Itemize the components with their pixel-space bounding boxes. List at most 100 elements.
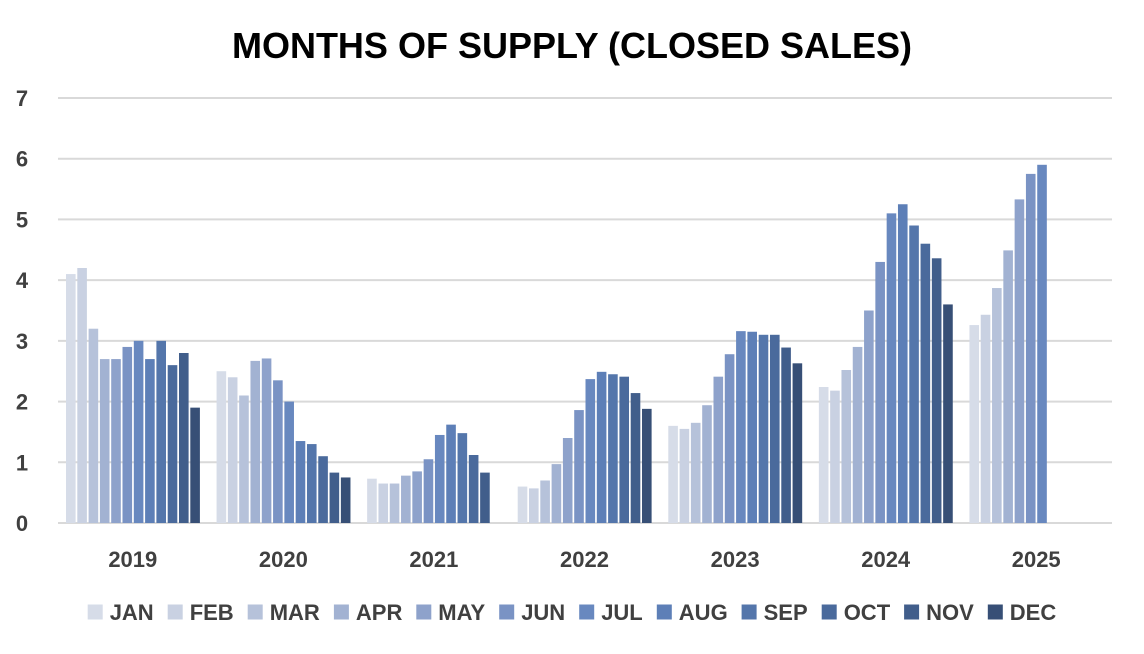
- legend-swatch: [247, 604, 263, 620]
- bar-2024-jan: [818, 387, 829, 523]
- bar-2022-aug: [596, 371, 607, 523]
- bar-2021-oct: [468, 455, 479, 523]
- bar-2023-aug: [747, 331, 757, 523]
- bar-2019-jan: [66, 274, 76, 523]
- bar-2019-aug: [145, 359, 155, 523]
- bar-2020-jul: [284, 401, 294, 523]
- legend-label: APR: [356, 600, 403, 625]
- bar-2022-dec: [642, 408, 652, 523]
- x-tick-label-2020: 2020: [259, 547, 308, 572]
- bar-2020-dec: [340, 477, 351, 523]
- bar-2023-nov: [781, 347, 791, 523]
- legend-swatch: [987, 604, 1003, 620]
- bar-2024-aug: [897, 204, 908, 523]
- legend-swatch: [167, 604, 183, 620]
- bar-2024-apr: [852, 346, 863, 523]
- bar-2023-jul: [736, 331, 746, 523]
- legend-item-dec: DEC: [987, 600, 1057, 625]
- grid-layer: [58, 97, 1112, 524]
- bar-2023-dec: [792, 363, 803, 523]
- bar-2025-may: [1014, 199, 1025, 523]
- legend-swatch: [656, 604, 672, 620]
- bar-2019-nov: [179, 353, 189, 523]
- bar-2021-sep: [457, 433, 468, 523]
- legend-item-apr: APR: [333, 600, 403, 625]
- chart-title: MONTHS OF SUPPLY (CLOSED SALES): [232, 25, 912, 66]
- bar-2022-nov: [630, 393, 641, 523]
- bar-2019-apr: [99, 359, 110, 523]
- bar-2021-may: [412, 471, 422, 523]
- bar-2021-apr: [401, 475, 411, 523]
- bar-2023-mar: [690, 422, 701, 523]
- bar-2019-jul: [133, 340, 144, 523]
- x-tick-label-2022: 2022: [560, 547, 609, 572]
- bar-2023-may: [713, 376, 724, 523]
- bar-2025-feb: [980, 314, 991, 523]
- bar-2021-nov: [480, 472, 490, 523]
- y-tick-label: 1: [16, 450, 28, 475]
- bar-2022-mar: [540, 480, 550, 523]
- bar-2021-jun: [423, 459, 434, 523]
- y-tick-label: 7: [16, 86, 28, 111]
- legend-item-jun: JUN: [499, 600, 565, 625]
- bar-2022-oct: [619, 376, 630, 523]
- bar-2019-jun: [122, 346, 133, 523]
- bar-2020-jan: [216, 371, 227, 523]
- bar-2022-may: [562, 438, 573, 523]
- bar-2024-nov: [931, 258, 942, 523]
- bar-2022-sep: [608, 374, 618, 523]
- bar-2019-feb: [77, 268, 87, 523]
- legend-label: MAY: [438, 600, 485, 625]
- legend-item-nov: NOV: [904, 600, 974, 625]
- bar-2019-mar: [88, 328, 99, 523]
- x-tick-label-2023: 2023: [711, 547, 760, 572]
- legend-swatch: [333, 604, 349, 620]
- legend-label: MAR: [270, 600, 320, 625]
- bar-2019-oct: [167, 365, 178, 523]
- y-tick-label: 3: [16, 329, 28, 354]
- legend-label: JUL: [601, 600, 643, 625]
- bar-2020-mar: [239, 395, 249, 523]
- bar-2020-jun: [273, 380, 283, 523]
- y-tick-label: 5: [16, 207, 28, 232]
- legend-item-jan: JAN: [87, 600, 154, 625]
- y-axis-ticks: 0 1 2 3 4 5 6 7: [16, 86, 29, 536]
- bar-2022-jul: [585, 379, 596, 523]
- legend-label: SEP: [764, 600, 808, 625]
- bars-layer: [66, 164, 1047, 524]
- bar-2025-jun: [1025, 173, 1036, 523]
- y-tick-label: 2: [16, 390, 28, 415]
- legend-item-aug: AUG: [656, 600, 728, 625]
- bar-2025-apr: [1003, 250, 1013, 523]
- legend-item-sep: SEP: [741, 600, 808, 625]
- legend-label: DEC: [1010, 600, 1057, 625]
- legend-item-feb: FEB: [167, 600, 234, 625]
- bar-2024-sep: [909, 225, 919, 523]
- legend-label: FEB: [190, 600, 234, 625]
- legend-label: NOV: [926, 600, 974, 625]
- bar-2023-oct: [769, 334, 780, 523]
- y-tick-label: 6: [16, 147, 28, 172]
- bar-2021-mar: [389, 483, 400, 523]
- bar-2024-may: [864, 310, 874, 523]
- bar-2021-jan: [367, 478, 377, 523]
- bar-2022-feb: [529, 488, 539, 523]
- bar-2023-apr: [702, 405, 712, 523]
- legend-swatch: [904, 604, 920, 620]
- bar-2020-aug: [295, 441, 306, 523]
- bar-2022-jan: [517, 486, 528, 523]
- x-tick-label-2019: 2019: [108, 547, 157, 572]
- bar-2020-sep: [306, 444, 317, 523]
- bar-2024-oct: [920, 243, 931, 523]
- bar-2025-jul: [1037, 164, 1047, 524]
- bar-2024-jul: [886, 213, 897, 524]
- legend-swatch: [579, 604, 595, 620]
- legend-label: JAN: [110, 600, 154, 625]
- legend-item-may: MAY: [416, 600, 485, 625]
- x-axis-ticks: 2019 2020 2021 2022 2023 2024 2025: [108, 547, 1060, 572]
- legend-swatch: [416, 604, 432, 620]
- legend-swatch: [499, 604, 515, 620]
- legend-item-oct: OCT: [821, 600, 891, 625]
